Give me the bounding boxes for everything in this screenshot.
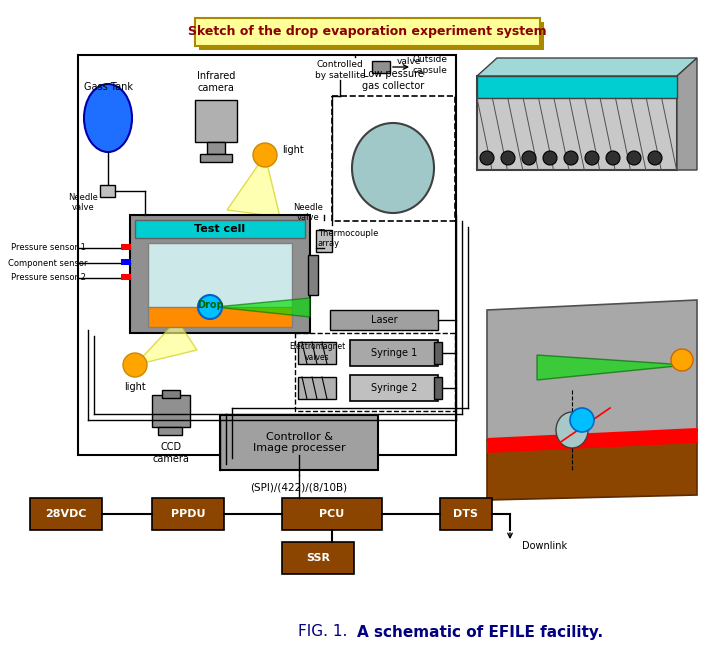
Text: Controllor &
Image processer: Controllor & Image processer [252,432,345,453]
Polygon shape [487,300,697,440]
Text: valve: valve [397,58,422,66]
Circle shape [570,408,594,432]
Polygon shape [677,58,697,170]
Bar [152,395,190,427]
Text: Syringe 1: Syringe 1 [371,348,417,358]
Circle shape [253,143,277,167]
Bar [195,18,540,46]
Circle shape [543,151,557,165]
Text: light: light [124,382,146,392]
Text: Electromagnet
valves: Electromagnet valves [289,342,345,362]
Polygon shape [477,58,697,76]
Bar [350,375,438,401]
Circle shape [198,295,222,319]
Circle shape [522,151,536,165]
Ellipse shape [84,84,132,152]
Circle shape [648,151,662,165]
Bar [330,310,438,330]
Text: Outside
capsule: Outside capsule [413,55,448,75]
Bar [121,244,131,250]
Bar [434,342,442,364]
Bar [148,243,292,309]
Bar [295,333,455,411]
Text: Sketch of the drop evaporation experiment system: Sketch of the drop evaporation experimen… [188,25,547,38]
Circle shape [671,349,693,371]
Text: PCU: PCU [320,509,345,519]
Bar [207,142,225,154]
Polygon shape [227,155,280,217]
Bar [477,76,677,98]
Bar [135,220,305,238]
Circle shape [627,151,641,165]
Bar [308,255,318,295]
Bar [440,498,492,530]
Bar [282,542,354,574]
Bar [30,498,102,530]
Text: Controlled
by satellite: Controlled by satellite [315,60,365,80]
Bar [152,498,224,530]
Text: Infrared
camera: Infrared camera [197,72,235,93]
Circle shape [564,151,578,165]
Text: Syringe 2: Syringe 2 [371,383,417,393]
Text: Laser: Laser [370,315,398,325]
Polygon shape [487,428,697,453]
Circle shape [123,353,147,377]
Polygon shape [215,298,310,317]
Text: PPDU: PPDU [171,509,205,519]
Circle shape [480,151,494,165]
Text: Low pessure
gas collector: Low pessure gas collector [362,70,424,91]
Bar [477,76,677,170]
Text: Drop: Drop [197,300,223,310]
Bar [332,96,455,221]
Bar [434,377,442,399]
Bar [220,415,378,470]
Bar [158,427,182,435]
Text: Pressure sensor 1: Pressure sensor 1 [11,243,85,253]
Bar [78,55,456,455]
Bar [298,342,336,364]
Bar [316,230,332,252]
Text: CCD
camera: CCD camera [152,442,189,463]
Text: Downlink: Downlink [522,541,567,551]
Bar [162,390,180,398]
Bar [121,274,131,280]
Bar [195,100,237,142]
Bar [350,340,438,366]
Text: Component sensor: Component sensor [9,259,88,267]
Text: Test cell: Test cell [194,224,245,234]
Ellipse shape [352,123,434,213]
Text: DTS: DTS [453,509,478,519]
Text: (SPI)/(422)/(8/10B): (SPI)/(422)/(8/10B) [250,483,347,493]
Circle shape [585,151,599,165]
Text: Needle
valve: Needle valve [68,193,98,212]
Polygon shape [537,355,687,380]
Bar [282,498,382,530]
Bar [130,215,310,333]
Circle shape [606,151,620,165]
Bar [148,307,292,327]
Text: Thermocouple
array: Thermocouple array [318,229,378,248]
Polygon shape [135,320,197,365]
Text: light: light [282,145,304,155]
Bar [100,185,115,197]
Circle shape [501,151,515,165]
Bar [199,22,544,50]
Text: A schematic of EFILE facility.: A schematic of EFILE facility. [357,625,603,640]
Bar [372,61,390,73]
Polygon shape [487,430,697,500]
Ellipse shape [556,412,588,448]
Text: 28VDC: 28VDC [45,509,87,519]
Text: Pressure sensor 2: Pressure sensor 2 [11,274,85,282]
Bar [121,259,131,265]
Bar [298,377,336,399]
Text: SSR: SSR [306,553,330,563]
Text: Needle
valve: Needle valve [293,203,323,222]
Text: Gass Tank: Gass Tank [84,82,132,92]
Text: FIG. 1.: FIG. 1. [298,625,357,640]
Bar [200,154,232,162]
